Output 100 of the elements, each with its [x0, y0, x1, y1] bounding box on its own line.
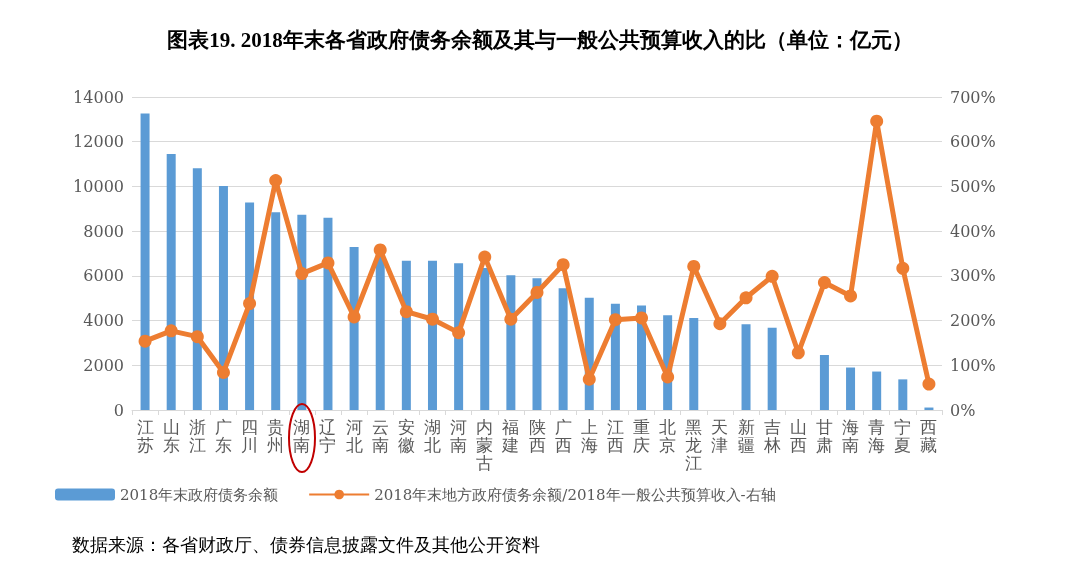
x-tick-label: 四川: [241, 417, 259, 455]
x-tick-label: 广西: [554, 417, 572, 455]
y2-tick-label: 400%: [950, 221, 996, 241]
y2-tick-label: 100%: [950, 355, 996, 375]
x-tick-label: 新疆: [737, 417, 755, 455]
point: [922, 377, 936, 391]
point: [687, 259, 701, 273]
point: [765, 269, 779, 283]
point: [556, 258, 570, 272]
y-tick-label: 8000: [83, 221, 124, 241]
point: [713, 317, 727, 331]
bar: [192, 168, 202, 410]
x-tick-label: 陕西: [528, 417, 546, 455]
point: [190, 330, 204, 344]
bar: [872, 371, 882, 410]
y2-tick-label: 300%: [950, 266, 996, 286]
x-tick-label: 山西: [789, 417, 807, 455]
bar: [218, 185, 228, 410]
point: [504, 312, 518, 326]
point: [530, 285, 544, 299]
point: [347, 310, 361, 324]
point: [164, 324, 178, 338]
y2-tick-label: 600%: [950, 132, 996, 152]
x-tick-label: 西藏: [920, 417, 938, 455]
x-tick-label: 天津: [711, 417, 729, 455]
bar: [741, 324, 751, 410]
y-tick-label: 4000: [83, 311, 124, 331]
point: [791, 346, 805, 360]
y2-tick-label: 500%: [950, 176, 996, 196]
x-tick-label: 湖北: [423, 417, 441, 455]
x-tick-label: 河南: [450, 417, 468, 455]
x-tick-label: 安徽: [397, 417, 415, 455]
point: [478, 250, 492, 264]
point: [870, 114, 884, 128]
x-tick-label: 湖南: [293, 417, 311, 455]
x-tick-label: 黑龙江: [685, 417, 703, 473]
point: [608, 313, 622, 327]
x-tick-label: 重庆: [633, 417, 651, 455]
point: [399, 305, 413, 319]
y-tick-label: 12000: [73, 132, 124, 152]
y-tick-label: 10000: [73, 176, 124, 196]
bar: [140, 113, 150, 410]
legend-label: 2018年末政府债务余额: [120, 485, 279, 504]
x-tick-label: 福建: [501, 417, 520, 455]
source-note: 数据来源：各省财政厅、债券信息披露文件及其他公开资料: [72, 533, 540, 557]
y-tick-label: 6000: [83, 266, 124, 286]
bar: [846, 367, 856, 410]
point: [216, 365, 230, 379]
point: [582, 372, 596, 386]
x-tick-label: 青海: [868, 417, 886, 455]
x-tick-label: 江西: [606, 417, 624, 455]
point: [844, 289, 858, 303]
x-tick-label: 吉林: [762, 417, 781, 455]
bar: [767, 327, 777, 410]
point: [739, 291, 753, 305]
point: [817, 276, 831, 290]
bar: [323, 217, 333, 410]
bar: [401, 260, 411, 410]
x-tick-label: 宁夏: [894, 417, 912, 455]
point: [269, 174, 283, 188]
y2-tick-label: 200%: [950, 311, 996, 331]
y2-tick-label: 0%: [950, 400, 976, 420]
x-tick-label: 北京: [659, 417, 677, 455]
bar: [480, 268, 490, 410]
bar: [427, 260, 437, 410]
point: [373, 243, 387, 257]
y2-tick-label: 700%: [950, 87, 996, 107]
point: [661, 370, 675, 384]
x-tick-label: 河北: [345, 417, 363, 455]
point: [138, 334, 152, 348]
x-tick-label: 山东: [162, 417, 180, 455]
bar: [166, 154, 176, 410]
bar: [271, 212, 281, 410]
x-tick-label: 云南: [371, 417, 389, 455]
bar: [558, 288, 568, 410]
x-tick-label: 贵州: [267, 417, 285, 455]
x-tick-label: 浙江: [188, 417, 206, 455]
point: [896, 261, 910, 275]
chart-title: 图表19. 2018年末各省政府债务余额及其与一般公共预算收入的比（单位：亿元）: [166, 27, 914, 54]
point: [426, 312, 439, 326]
point: [635, 311, 649, 325]
y-tick-label: 0: [113, 400, 124, 420]
point: [321, 256, 335, 270]
bar: [375, 254, 385, 410]
y-tick-label: 2000: [83, 355, 124, 375]
x-tick-label: 上海: [580, 417, 598, 455]
bar: [819, 355, 829, 410]
x-tick-label: 辽宁: [319, 417, 337, 455]
point: [243, 297, 257, 311]
x-tick-label: 内蒙古: [476, 417, 494, 473]
point: [295, 267, 309, 281]
bar: [689, 318, 699, 410]
x-tick-label: 广东: [214, 417, 232, 455]
x-tick-label: 甘肃: [815, 417, 833, 455]
bar: [532, 278, 542, 410]
x-tick-label: 海南: [842, 417, 860, 455]
y-tick-label: 14000: [73, 87, 124, 107]
legend-label: 2018年末地方政府债务余额/2018年一般公共预算收入-右轴: [374, 485, 776, 504]
x-tick-label: 江苏: [136, 417, 154, 455]
point: [452, 326, 466, 340]
